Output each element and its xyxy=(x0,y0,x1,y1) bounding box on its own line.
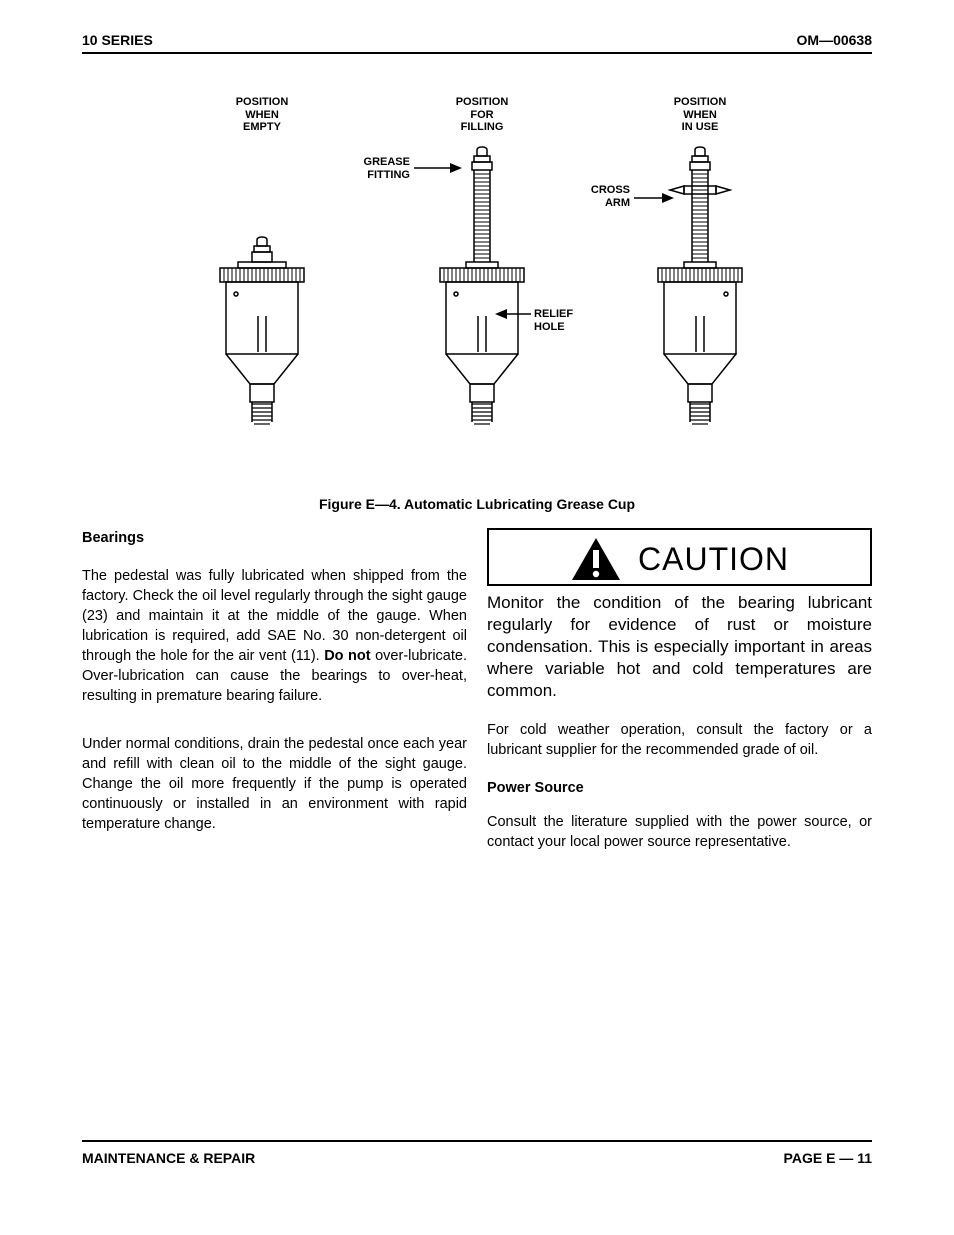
footer-spacer xyxy=(82,870,872,1140)
cold-weather-paragraph: For cold weather operation, consult the … xyxy=(487,720,872,760)
grease-cup-in-use xyxy=(640,146,760,456)
body-columns: Bearings The pedestal was fully lubricat… xyxy=(82,528,872,870)
label-position-empty: POSITION WHEN EMPTY xyxy=(222,96,302,134)
heading-power-source: Power Source xyxy=(487,778,872,798)
page-header: 10 SERIES OM—00638 xyxy=(82,32,872,54)
header-left: 10 SERIES xyxy=(82,32,153,48)
bearings-paragraph-1: The pedestal was fully lubricated when s… xyxy=(82,566,467,706)
footer-left: MAINTENANCE & REPAIR xyxy=(82,1150,255,1166)
left-column: Bearings The pedestal was fully lubricat… xyxy=(82,528,467,870)
right-column: CAUTION Monitor the condition of the bea… xyxy=(487,528,872,870)
header-right: OM—00638 xyxy=(797,32,872,48)
caution-label: CAUTION xyxy=(638,537,789,581)
footer-right: PAGE E — 11 xyxy=(784,1150,872,1166)
caution-box: CAUTION xyxy=(487,528,872,586)
caution-paragraph: Monitor the condition of the bearing lub… xyxy=(487,592,872,702)
grease-cup-filling xyxy=(422,146,542,456)
figure-caption: Figure E—4. Automatic Lubricating Grease… xyxy=(82,496,872,512)
label-position-inuse: POSITION WHEN IN USE xyxy=(660,96,740,134)
figure-e4: POSITION WHEN EMPTY POSITION FOR FILLING… xyxy=(82,84,872,484)
power-source-paragraph: Consult the literature supplied with the… xyxy=(487,812,872,852)
heading-bearings: Bearings xyxy=(82,528,467,548)
label-grease-fitting: GREASE FITTING xyxy=(350,156,410,181)
p1-bold: Do not xyxy=(324,648,370,664)
page-footer: MAINTENANCE & REPAIR PAGE E — 11 xyxy=(82,1140,872,1166)
warning-triangle-icon xyxy=(570,536,622,582)
label-position-filling: POSITION FOR FILLING xyxy=(442,96,522,134)
label-cross-arm: CROSS ARM xyxy=(580,184,630,209)
bearings-paragraph-2: Under normal conditions, drain the pedes… xyxy=(82,734,467,834)
grease-cup-empty xyxy=(202,234,322,454)
page: 10 SERIES OM—00638 POSITION WHEN EMPTY P… xyxy=(0,0,954,1196)
